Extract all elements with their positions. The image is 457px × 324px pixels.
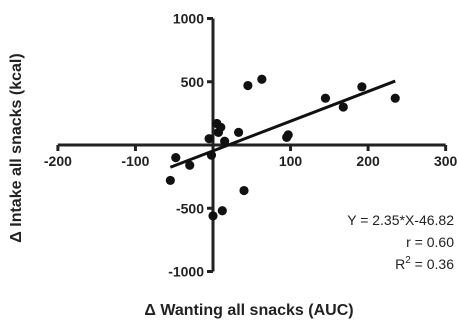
data-point: [185, 160, 195, 170]
data-point: [206, 150, 217, 160]
tick-labels: -200 -100 100 200 300 -1000 -500 500 1000: [44, 11, 457, 280]
r2-prefix: R: [395, 256, 405, 272]
x-tick-label: -200: [44, 153, 72, 169]
data-point: [217, 206, 227, 216]
x-tick-label: 300: [434, 153, 457, 169]
data-point: [220, 136, 230, 146]
r-annotation: r = 0.60: [406, 234, 454, 250]
data-point: [320, 93, 331, 103]
x-tick-label: -100: [121, 153, 149, 169]
y-tick-label: -1000: [168, 264, 204, 280]
data-point: [204, 134, 214, 144]
data-point: [165, 175, 175, 186]
data-point: [233, 127, 244, 137]
y-axis-title: Δ Intake all snacks (kcal): [8, 53, 25, 242]
x-axis-title: Δ Wanting all snacks (AUC): [144, 302, 353, 319]
data-point: [338, 102, 348, 112]
data-point: [390, 93, 400, 103]
equation-annotation: Y = 2.35*X-46.82: [347, 212, 454, 228]
data-point: [257, 74, 267, 84]
r2-annotation: R2 = 0.36: [395, 255, 454, 272]
tick-marks: [56, 17, 448, 273]
r2-superscript: 2: [405, 255, 411, 266]
data-point: [171, 153, 181, 163]
axes: [57, 18, 446, 272]
data-point: [243, 80, 253, 91]
r2-suffix: = 0.36: [411, 256, 454, 272]
y-tick-label: 500: [181, 74, 205, 90]
data-point: [239, 185, 249, 196]
data-point: [357, 82, 367, 92]
data-points: [165, 74, 400, 221]
x-tick-label: 200: [356, 153, 380, 169]
x-tick-label: 100: [279, 153, 303, 169]
data-point: [208, 211, 218, 221]
y-tick-label: -500: [176, 200, 204, 216]
data-point: [216, 122, 226, 132]
y-tick-label: 1000: [173, 11, 204, 27]
data-point: [283, 130, 293, 140]
